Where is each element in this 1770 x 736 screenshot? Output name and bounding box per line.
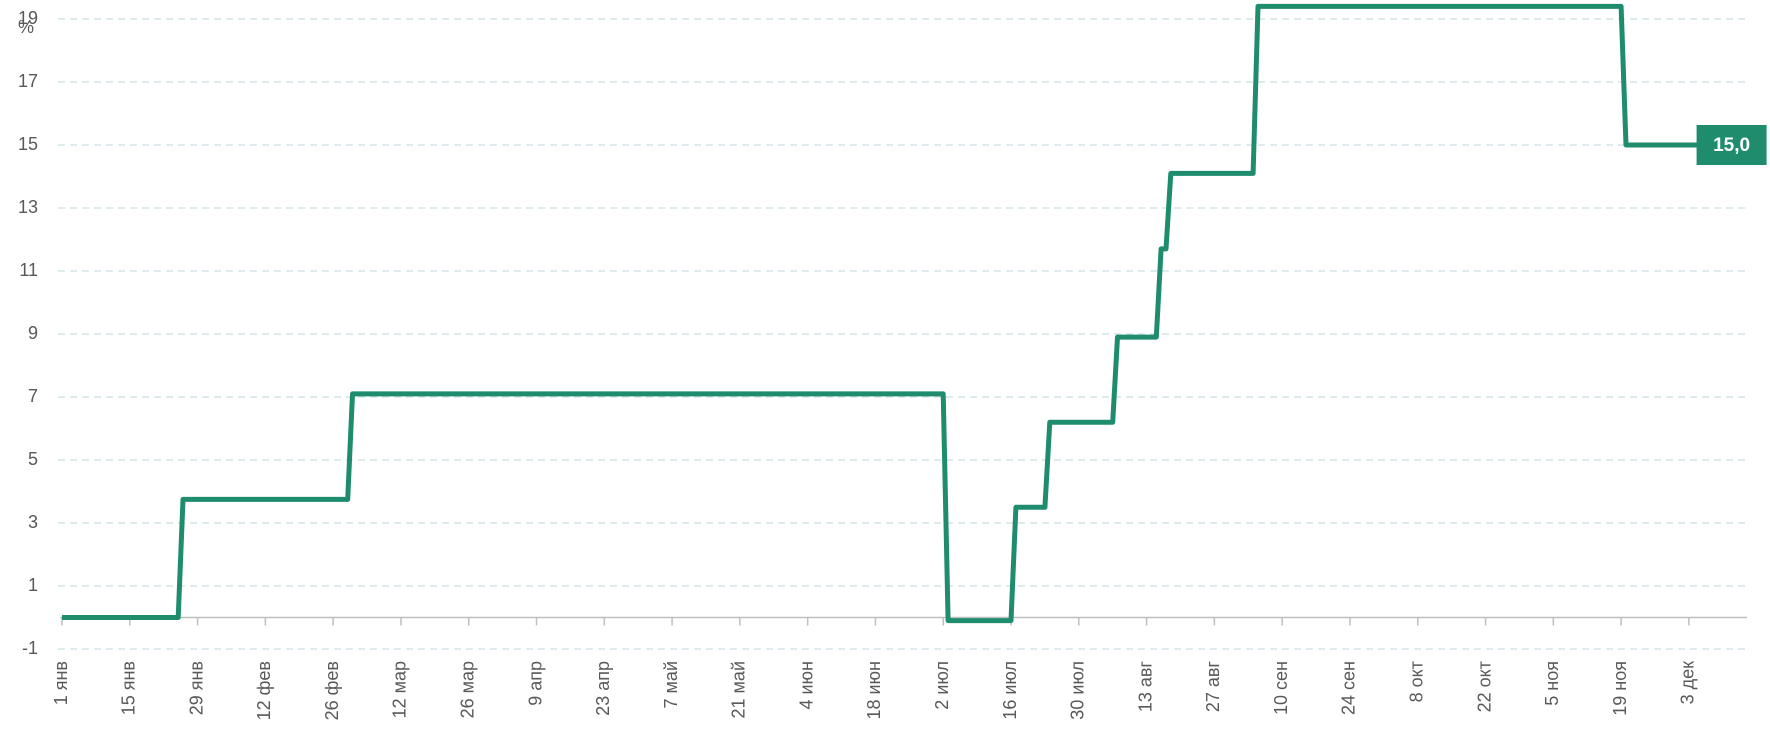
y-tick-label: -1	[22, 638, 38, 658]
value-label: 15,0	[1713, 135, 1750, 156]
y-axis-unit: %	[18, 17, 34, 37]
x-tick-label: 27 авг	[1203, 661, 1223, 713]
x-tick-label: 3 дек	[1678, 661, 1698, 705]
x-tick-label: 13 авг	[1135, 661, 1155, 713]
y-tick-label: 17	[18, 71, 38, 91]
x-tick-label: 30 июл	[1068, 661, 1088, 720]
x-tick-label: 22 окт	[1474, 661, 1494, 712]
x-tick-label: 21 май	[729, 661, 749, 718]
x-tick-label: 12 мар	[390, 661, 410, 718]
x-tick-label: 23 апр	[593, 661, 613, 716]
y-tick-label: 19	[18, 8, 38, 28]
x-tick-label: 24 сен	[1339, 661, 1359, 715]
x-tick-label: 9 апр	[525, 661, 545, 706]
y-tick-label: 1	[28, 575, 38, 595]
x-tick-label: 4 июн	[796, 661, 816, 710]
y-tick-label: 9	[28, 323, 38, 343]
x-tick-label: 8 окт	[1406, 661, 1426, 702]
x-tick-label: 5 ноя	[1542, 661, 1562, 706]
x-tick-label: 18 июн	[864, 661, 884, 720]
x-tick-label: 10 сен	[1271, 661, 1291, 715]
x-tick-label: 16 июл	[1000, 661, 1020, 720]
y-tick-label: 15	[18, 134, 38, 154]
x-tick-label: 2 июл	[932, 661, 952, 710]
x-tick-label: 15 янв	[119, 661, 139, 715]
y-tick-label: 7	[28, 386, 38, 406]
x-tick-label: 12 фев	[254, 661, 274, 720]
y-tick-label: 5	[28, 449, 38, 469]
x-tick-label: 7 май	[661, 661, 681, 708]
y-tick-label: 13	[18, 197, 38, 217]
y-tick-label: 11	[19, 260, 38, 280]
x-tick-label: 29 янв	[186, 661, 206, 715]
value-label-box	[1696, 125, 1767, 165]
x-tick-label: 1 янв	[51, 661, 71, 705]
x-tick-label: 26 фев	[322, 661, 342, 720]
data-line	[62, 3, 1699, 624]
x-tick-label: 19 ноя	[1610, 661, 1630, 716]
x-tick-label: 26 мар	[457, 661, 477, 718]
y-tick-label: 3	[28, 512, 38, 532]
